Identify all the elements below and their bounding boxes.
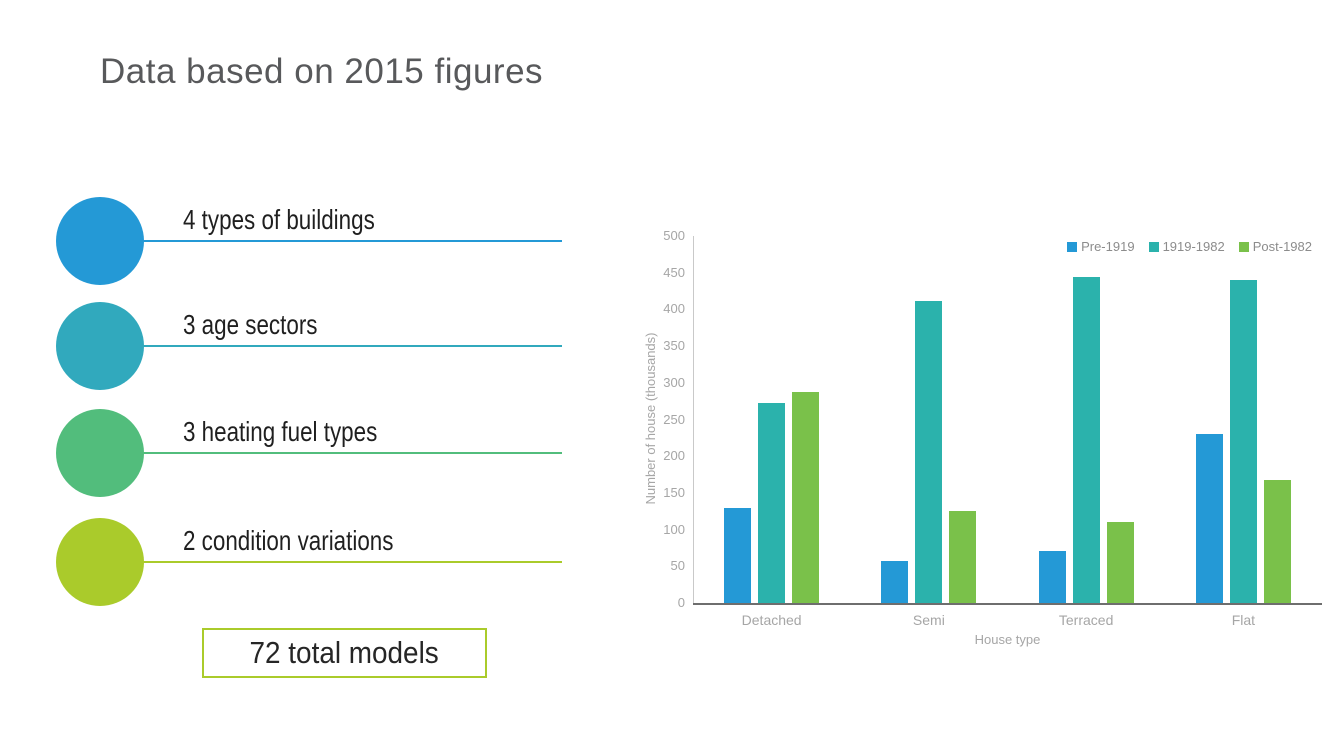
bar [758, 403, 785, 603]
feature-circle [56, 197, 144, 285]
legend-label: Pre-1919 [1081, 239, 1135, 254]
feature-label: 3 age sectors [183, 309, 318, 340]
feature-connector-line [143, 561, 562, 563]
bar [949, 511, 976, 603]
y-tick-label: 350 [663, 338, 685, 354]
legend-item: Post-1982 [1238, 239, 1312, 254]
legend-item: 1919-1982 [1148, 239, 1225, 254]
y-tick-label: 0 [677, 595, 685, 610]
bar [881, 561, 908, 603]
feature-connector-line [143, 240, 562, 242]
bar [1264, 480, 1291, 603]
legend-swatch-icon [1148, 241, 1159, 252]
feature-circle [56, 518, 144, 606]
slide-title: Data based on 2015 figures [100, 52, 544, 91]
y-axis-line [693, 236, 694, 603]
feature-label: 4 types of buildings [183, 204, 375, 235]
feature-label: 2 condition variations [183, 525, 394, 556]
y-tick-label: 200 [663, 448, 685, 464]
feature-circle [56, 302, 144, 390]
bar [1196, 434, 1223, 603]
y-tick-label: 150 [663, 484, 685, 500]
y-tick-label: 300 [663, 374, 685, 390]
legend-label: 1919-1982 [1162, 239, 1225, 254]
legend-swatch-icon [1238, 241, 1249, 252]
y-tick-label: 500 [663, 228, 685, 243]
feature-circle [56, 409, 144, 497]
legend-label: Post-1982 [1252, 239, 1312, 254]
bar [1107, 522, 1134, 603]
y-tick-label: 100 [663, 521, 685, 537]
total-models-box: 72 total models [202, 628, 487, 678]
bar [724, 508, 751, 603]
category-label: Detached [741, 612, 802, 628]
total-models-label: 72 total models [249, 635, 440, 670]
bar [915, 301, 942, 603]
y-tick-label: 250 [663, 411, 685, 427]
feature-label: 3 heating fuel types [183, 416, 378, 447]
legend-item: Pre-1919 [1067, 239, 1135, 254]
bar [1039, 551, 1066, 603]
category-label: Terraced [1058, 612, 1114, 628]
feature-connector-line [143, 452, 562, 454]
x-axis-line [693, 603, 1322, 605]
y-tick-label: 450 [663, 264, 685, 280]
bar [1230, 280, 1257, 603]
y-axis-title: Number of house (thousands) [642, 332, 658, 504]
feature-connector-line [143, 345, 562, 347]
legend-swatch-icon [1067, 241, 1078, 252]
category-label: Flat [1231, 612, 1256, 628]
y-tick-label: 400 [663, 301, 685, 317]
y-tick-label: 50 [670, 558, 685, 574]
bar [1073, 277, 1100, 603]
x-axis-title: House type [974, 632, 1041, 647]
category-label: Semi [912, 612, 945, 628]
legend: Pre-1919 1919-1982 Post-1982 [1067, 239, 1312, 254]
bar [792, 392, 819, 603]
